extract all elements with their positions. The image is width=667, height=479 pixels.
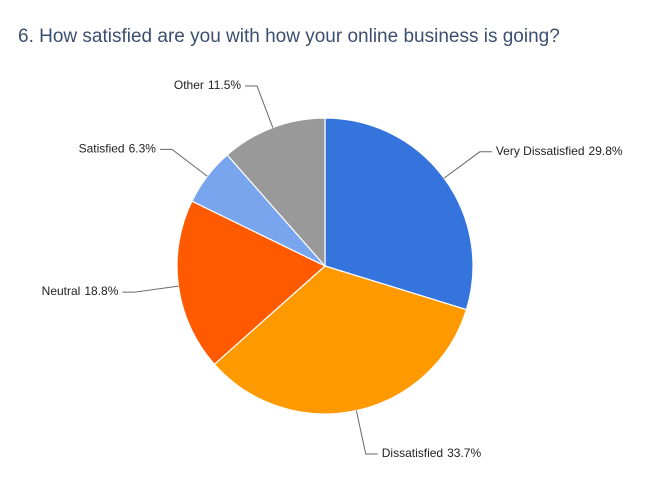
- slice-label: Satisfied 6.3%: [79, 142, 157, 156]
- slice-label-value: 6.3%: [129, 142, 157, 156]
- slice-label-name: Dissatisfied: [382, 446, 443, 460]
- slice-label-name: Neutral: [42, 284, 81, 298]
- slice-label-name: Satisfied: [79, 142, 125, 156]
- slice-label: Other 11.5%: [174, 78, 241, 92]
- slice-label-name: Very Dissatisfied: [496, 144, 585, 158]
- slice-label: Neutral 18.8%: [42, 284, 119, 298]
- leader-line: [245, 85, 274, 128]
- leader-line: [355, 410, 378, 455]
- slice-label-value: 18.8%: [84, 284, 118, 298]
- leader-line: [122, 285, 179, 293]
- slice-label-value: 33.7%: [447, 446, 481, 460]
- slice-label: Dissatisfied 33.7%: [382, 446, 482, 460]
- slice-label: Very Dissatisfied 29.8%: [496, 144, 623, 158]
- pie-slice: [226, 117, 326, 268]
- slice-label-value: 29.8%: [589, 144, 623, 158]
- leader-line: [443, 151, 492, 179]
- slice-label-value: 11.5%: [208, 78, 241, 92]
- chart-title: 6. How satisfied are you with how your o…: [18, 26, 560, 47]
- slice-label-name: Other: [174, 78, 204, 92]
- leader-line: [159, 148, 208, 177]
- pie-slice: [213, 265, 468, 415]
